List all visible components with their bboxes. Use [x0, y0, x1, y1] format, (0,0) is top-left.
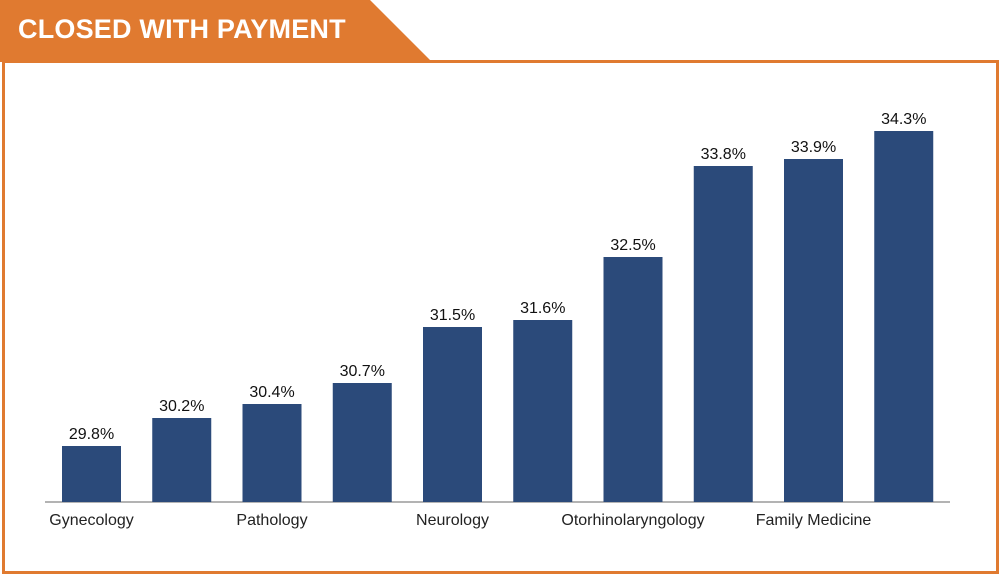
data-label-7: 33.8% [701, 146, 746, 163]
bar-4 [423, 327, 482, 502]
category-label-2: Pathology [236, 512, 307, 529]
data-label-1: 30.2% [159, 398, 204, 415]
bar-1 [152, 418, 212, 502]
title-tab [0, 0, 432, 62]
data-label-6: 32.5% [610, 237, 655, 254]
data-label-8: 33.9% [791, 139, 836, 156]
data-label-9: 34.3% [881, 111, 926, 128]
category-label-8: Family Medicine [756, 512, 872, 529]
data-label-2: 30.4% [249, 384, 294, 401]
bar-9 [874, 131, 934, 502]
bar-3 [332, 383, 392, 502]
bar-2 [242, 404, 302, 502]
category-label-0: Gynecology [49, 512, 134, 529]
data-label-5: 31.6% [520, 300, 565, 317]
category-label-6: Otorhinolaryngology [561, 512, 704, 529]
chart-frame [2, 60, 999, 574]
bar-5 [513, 320, 573, 502]
bar-6 [603, 257, 663, 502]
data-label-3: 30.7% [340, 363, 385, 380]
category-label-4: Neurology [416, 512, 489, 529]
bar-0 [62, 446, 121, 502]
data-label-0: 29.8% [69, 426, 114, 443]
data-label-4: 31.5% [430, 307, 475, 324]
bar-8 [784, 159, 843, 502]
page-title: CLOSED WITH PAYMENT [18, 14, 346, 44]
bar-7 [693, 166, 753, 502]
